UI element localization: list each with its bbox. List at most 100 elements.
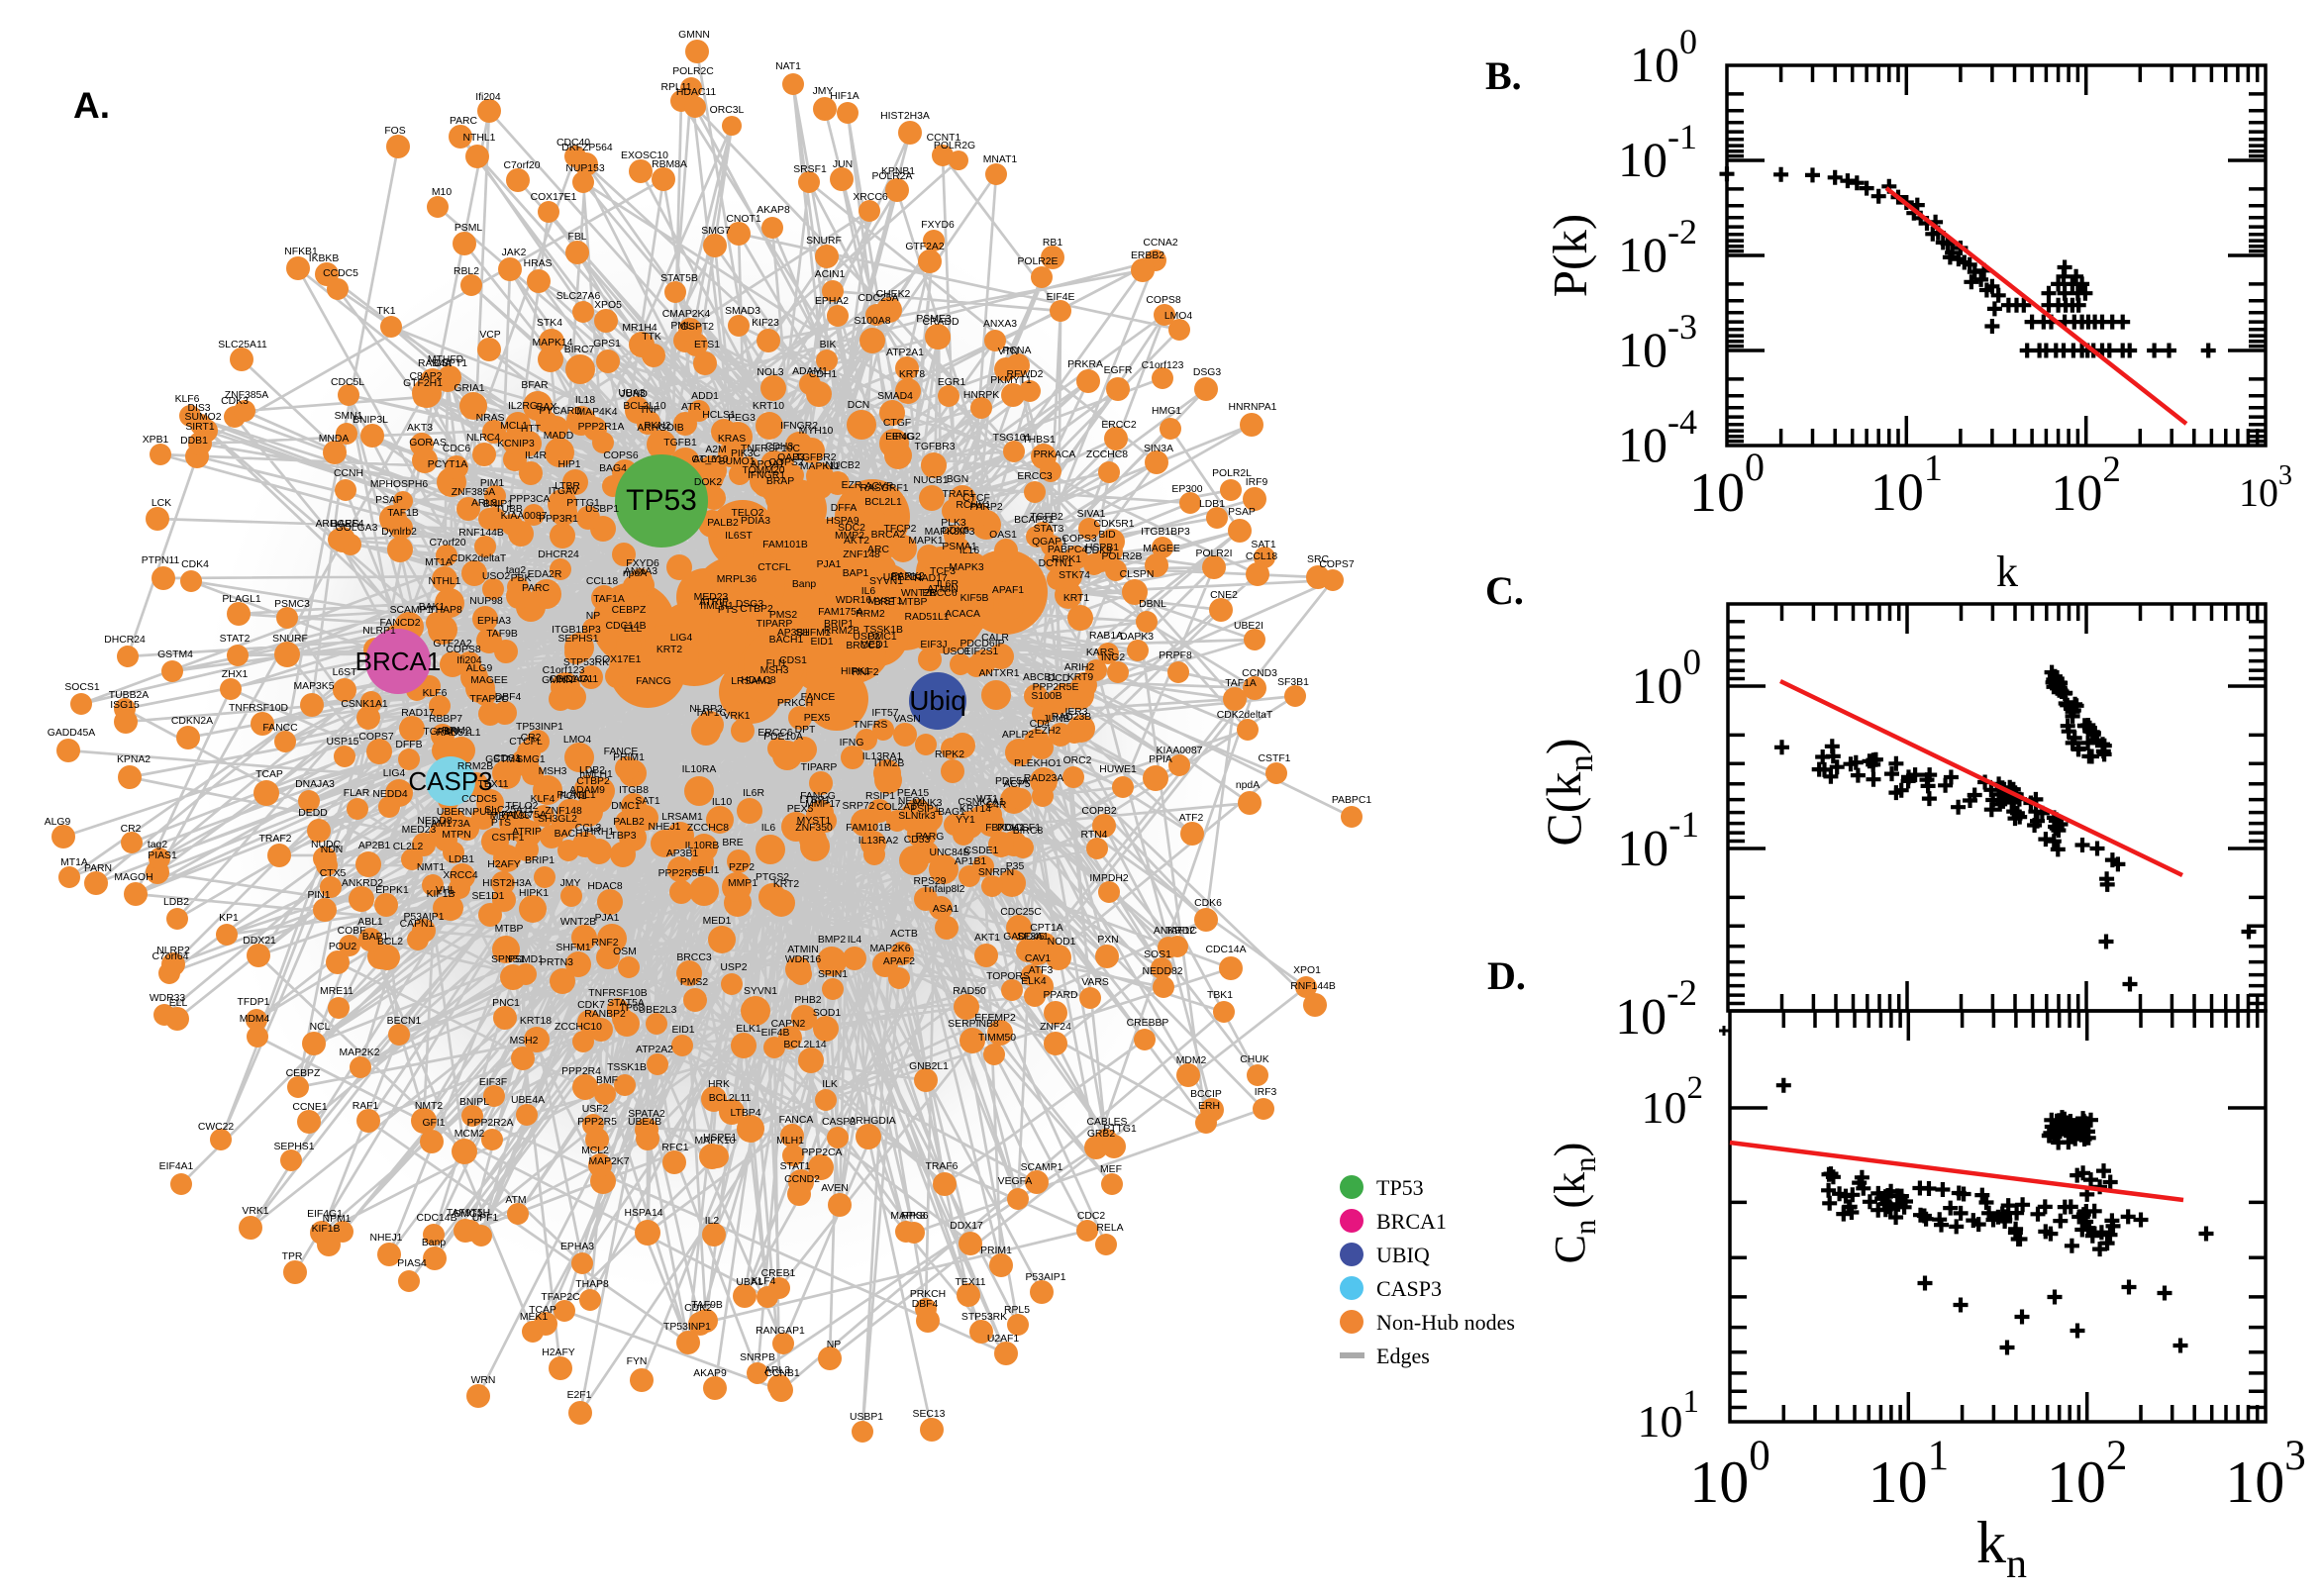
svg-text:JMY: JMY	[560, 878, 581, 889]
svg-text:STAT2: STAT2	[220, 634, 251, 645]
svg-text:HRAS: HRAS	[524, 258, 553, 269]
svg-text:MNAT1: MNAT1	[983, 154, 1018, 165]
svg-text:FANCA: FANCA	[779, 1115, 814, 1126]
svg-text:IL6R: IL6R	[743, 788, 764, 799]
svg-text:EIF4G1: EIF4G1	[307, 1209, 343, 1220]
svg-text:PPP2R5: PPP2R5	[577, 1117, 617, 1128]
svg-text:EDA2R: EDA2R	[528, 569, 562, 580]
svg-text:CDK2deltaT: CDK2deltaT	[1217, 710, 1273, 721]
svg-text:HSPE1: HSPE1	[703, 1133, 737, 1144]
svg-text:BNIP3L: BNIP3L	[353, 415, 388, 426]
svg-text:TAF1C: TAF1C	[1165, 926, 1198, 937]
svg-text:COPS7: COPS7	[358, 732, 393, 743]
svg-text:SIRT1: SIRT1	[185, 422, 214, 433]
svg-text:COPS8: COPS8	[446, 645, 480, 655]
svg-text:DDB1: DDB1	[180, 436, 208, 447]
svg-text:TNF: TNF	[640, 405, 659, 416]
svg-text:S100B: S100B	[1031, 691, 1061, 702]
svg-text:CDH3: CDH3	[765, 442, 794, 452]
svg-text:SIVA1: SIVA1	[1077, 509, 1106, 520]
svg-text:MAGOH: MAGOH	[114, 872, 152, 883]
svg-text:PTTG1: PTTG1	[1103, 1124, 1137, 1135]
svg-text:TGFBR3: TGFBR3	[915, 442, 956, 452]
svg-text:H2AFY: H2AFY	[487, 859, 521, 870]
svg-text:KIF23: KIF23	[752, 318, 779, 329]
svg-text:EXOSC10: EXOSC10	[621, 150, 668, 161]
svg-text:BAP1: BAP1	[843, 568, 869, 579]
svg-text:HNRNPA1: HNRNPA1	[1229, 402, 1277, 413]
svg-text:SUMO2: SUMO2	[185, 412, 222, 423]
svg-text:RIPK2: RIPK2	[935, 749, 964, 760]
svg-text:KRT2: KRT2	[773, 879, 800, 890]
svg-text:PCNA: PCNA	[1003, 346, 1032, 356]
svg-text:AKAP9: AKAP9	[693, 1368, 727, 1379]
svg-text:GADD45A: GADD45A	[48, 728, 96, 739]
svg-text:TIMM50: TIMM50	[978, 1033, 1016, 1044]
svg-text:SMG1: SMG1	[454, 1209, 483, 1220]
svg-text:GSTM4: GSTM4	[485, 754, 521, 765]
svg-text:KP1: KP1	[219, 913, 239, 924]
svg-text:MRE11: MRE11	[320, 986, 354, 997]
svg-text:PDIA3: PDIA3	[741, 516, 770, 527]
svg-text:PDE10A: PDE10A	[763, 732, 803, 743]
svg-text:EP300: EP300	[1171, 484, 1202, 495]
svg-text:ATF3: ATF3	[1029, 965, 1054, 976]
svg-text:MSH2: MSH2	[510, 1036, 539, 1047]
svg-text:STP53RK: STP53RK	[961, 1312, 1007, 1323]
svg-text:GTF2A2: GTF2A2	[905, 242, 944, 252]
svg-text:RPL11: RPL11	[661, 82, 692, 93]
svg-text:NEDD4: NEDD4	[372, 789, 407, 800]
svg-text:ARHGDIB: ARHGDIB	[637, 423, 683, 434]
svg-text:ORC2: ORC2	[1063, 755, 1092, 766]
svg-text:PTPN11: PTPN11	[142, 555, 180, 566]
svg-text:VCP: VCP	[479, 330, 500, 341]
svg-text:AP1B1: AP1B1	[955, 856, 987, 867]
svg-text:RPS6: RPS6	[901, 1211, 928, 1222]
svg-text:POU2: POU2	[329, 942, 357, 952]
svg-text:CAPN2: CAPN2	[771, 1019, 806, 1030]
svg-text:PSAP: PSAP	[375, 495, 403, 506]
svg-text:IL18: IL18	[575, 395, 595, 406]
svg-text:ERCC6: ERCC6	[758, 728, 792, 739]
svg-text:PPP2R5B: PPP2R5B	[658, 868, 705, 879]
svg-text:PSIP1: PSIP1	[910, 804, 940, 815]
svg-text:USP2: USP2	[853, 632, 879, 643]
svg-text:MDM4: MDM4	[240, 1014, 270, 1025]
svg-text:PIK3C: PIK3C	[731, 449, 761, 459]
svg-text:RAD51L1: RAD51L1	[436, 728, 480, 739]
svg-text:BRIP1: BRIP1	[824, 619, 854, 630]
svg-text:Ifi204: Ifi204	[475, 92, 501, 103]
svg-text:EIF4E: EIF4E	[1047, 292, 1075, 303]
svg-text:DFFB: DFFB	[395, 740, 422, 750]
svg-text:COPS7: COPS7	[1319, 559, 1354, 570]
svg-text:LRSAM1: LRSAM1	[661, 812, 703, 823]
svg-text:DDX21: DDX21	[243, 936, 276, 947]
svg-text:COPB2: COPB2	[1081, 806, 1116, 817]
svg-text:USBP1: USBP1	[850, 1412, 883, 1423]
svg-text:C8AP2: C8AP2	[410, 371, 443, 382]
svg-text:RNF2: RNF2	[591, 938, 618, 948]
svg-text:CDC2: CDC2	[1077, 1211, 1106, 1222]
svg-text:CTX5: CTX5	[320, 868, 347, 879]
svg-text:ITM2B: ITM2B	[874, 758, 905, 769]
svg-text:CDC40: CDC40	[556, 138, 590, 149]
svg-text:AP2B1: AP2B1	[358, 841, 391, 851]
svg-text:RAB1A: RAB1A	[1089, 631, 1123, 642]
svg-text:IL10RA: IL10RA	[682, 764, 717, 775]
svg-text:COPS2: COPS2	[768, 457, 803, 468]
svg-text:CASP2: CASP2	[822, 1117, 856, 1128]
svg-text:ERCC3: ERCC3	[1017, 471, 1052, 482]
svg-text:FXYD6: FXYD6	[921, 220, 955, 231]
svg-text:JAK2: JAK2	[502, 248, 527, 258]
svg-text:TTK: TTK	[642, 332, 661, 343]
svg-text:KIAA0087: KIAA0087	[1157, 746, 1203, 756]
svg-text:CDK2deltaT: CDK2deltaT	[451, 553, 507, 564]
svg-text:MRPL36: MRPL36	[490, 811, 531, 822]
svg-text:TGFB1: TGFB1	[663, 438, 697, 449]
svg-text:PARK2: PARK2	[891, 571, 925, 582]
svg-text:MYST1: MYST1	[797, 816, 832, 827]
svg-text:PJA1: PJA1	[817, 559, 842, 570]
svg-text:KRT1: KRT1	[1063, 593, 1090, 604]
svg-text:RAD23A: RAD23A	[1024, 773, 1063, 784]
svg-text:PARP2: PARP2	[969, 502, 1003, 513]
